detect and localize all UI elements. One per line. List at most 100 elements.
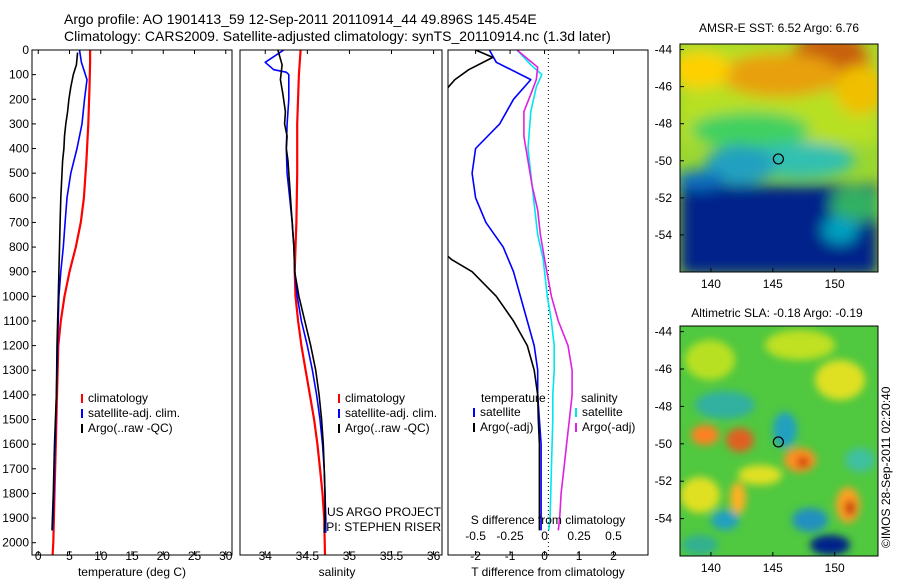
x-tick-label: 35 [343,549,357,563]
sst-map-title: AMSR-E SST: 6.52 Argo: 6.76 [699,21,859,35]
x-tick-label: 5 [66,549,73,563]
imos-credit: ©IMOS 28-Sep-2011 02:20:40 [879,386,893,548]
map-y-tick-label: -52 [655,474,673,488]
sla-map-frame [679,325,879,557]
map-y-tick-label: -48 [655,399,673,413]
y-tick-label: 1500 [2,413,29,427]
legend-label: climatology [88,391,148,405]
y-tick-label: 1400 [2,388,29,402]
legend-label: Argo(..raw -QC) [88,421,173,435]
x2-tick-label: -0.5 [465,529,486,543]
figure-title-line2: Climatology: CARS2009. Satellite-adjuste… [64,28,611,44]
legend-header: salinity [581,391,618,405]
x-tick-label: 20 [157,549,171,563]
x-tick-label: 34.5 [296,549,320,563]
argo-location-marker-sla [772,436,784,448]
series-line-satellite [516,50,556,531]
map-y-tick-label: -50 [655,437,673,451]
y-tick-label: 500 [9,166,29,180]
y-tick-label: 1600 [2,437,29,451]
sst-heatmap [680,44,878,272]
sst-map-yticks: -44 -46 -48 -50 -52 -54 [655,43,684,242]
sst-map-frame [679,43,879,273]
y-tick-label: 1200 [2,339,29,353]
y-tick-label: 0 [22,43,29,57]
series-line-argo-raw-qc- [277,50,326,533]
y-tick-label: 900 [9,265,29,279]
y-tick-label: 1700 [2,462,29,476]
temperature-panel: 0100200300400500600700800900100011001200… [2,43,232,579]
map-y-tick-label: -50 [655,154,673,168]
temperature-yticks: 0 100 200 300 400 500 600 700 800 900 1000 1100 1200… [2,43,36,550]
x2-tick-label: 0.25 [567,529,591,543]
legend-label: satellite-adj. clim. [345,406,437,420]
map-x-tick-label: 145 [763,561,783,575]
legend-label: satellite-adj. clim. [88,406,180,420]
y-tick-label: 400 [9,142,29,156]
map-y-tick-label: -44 [655,43,673,57]
legend-label: Argo(-adj) [480,420,533,434]
salinity-xlabel: salinity [319,565,356,579]
series-line-argo-raw-qc- [51,52,79,531]
map-x-tick-label: 140 [701,561,721,575]
difference-xticks: -2 -1 0 1 2 -0.5 -0.25 0 0.25 0.5 [465,50,622,563]
x-tick-label: 0 [541,549,548,563]
salinity-xticks: 34 34.5 35 35.5 36 [259,50,441,563]
series-line-argo-adj- [448,50,541,531]
y-tick-label: 700 [9,215,29,229]
legend-label: climatology [345,391,405,405]
pi-label: PI: STEPHEN RISER [326,520,441,534]
x-tick-label: 10 [94,549,108,563]
series-line-argo-adj- [516,50,573,531]
project-label: US ARGO PROJECT [327,505,442,519]
x-tick-label: 30 [219,549,233,563]
y-tick-label: 1900 [2,511,29,525]
series-line-satellite [471,50,542,531]
y-tick-label: 800 [9,240,29,254]
difference-panel: -2 -1 0 1 2 -0.5 -0.25 0 0.25 0.5 T difference fr… [447,49,649,579]
x-tick-label: 35.5 [380,549,404,563]
map-x-tick-label: 150 [825,277,845,291]
salinity-panel: 34 34.5 35 35.5 36 salinity climatologysatel… [239,49,443,579]
map-y-tick-label: -54 [655,228,673,242]
figure-title-line1: Argo profile: AO 1901413_59 12-Sep-2011 … [64,11,537,27]
sla-map-title: Altimetric SLA: -0.18 Argo: -0.19 [691,306,863,320]
x-tick-label: 1 [576,549,583,563]
x-tick-label: 25 [188,549,202,563]
sla-map-xticks: 140 145 150 [701,552,845,575]
x-tick-label: 0 [35,549,42,563]
legend-label: Argo(..raw -QC) [345,421,430,435]
x-tick-label: 2 [610,549,617,563]
x-tick-label: 15 [125,549,139,563]
map-y-tick-label: -52 [655,191,673,205]
y-tick-label: 200 [9,92,29,106]
map-y-tick-label: -48 [655,117,673,131]
y-tick-label: 2000 [2,536,29,550]
difference-legend: temperaturesatelliteArgo(-adj)salinitysa… [473,391,635,434]
temperature-xticks: 0 5 10 15 20 25 30 [35,50,233,563]
x2-tick-label: -0.25 [496,529,524,543]
difference-x2label: S difference from climatology [471,513,626,527]
x-tick-label: -1 [505,549,516,563]
y-tick-label: 1100 [3,314,29,328]
temperature-series [51,50,92,555]
x2-tick-label: 0.5 [605,529,622,543]
map-x-tick-label: 145 [763,277,783,291]
y-tick-label: 1800 [2,486,29,500]
argo-location-marker-sst [772,153,784,165]
map-x-tick-label: 140 [701,277,721,291]
temperature-xlabel: temperature (deg C) [78,565,186,579]
y-tick-label: 600 [9,191,29,205]
map-x-tick-label: 150 [825,561,845,575]
map-y-tick-label: -54 [655,512,673,526]
legend-label: satellite [582,405,623,419]
y-tick-label: 1300 [2,363,29,377]
x2-tick-label: 0 [541,529,548,543]
series-line-climatology [293,50,327,555]
y-tick-label: 300 [9,117,29,131]
sla-heatmap [680,330,875,555]
temperature-axes-frame [31,49,233,556]
